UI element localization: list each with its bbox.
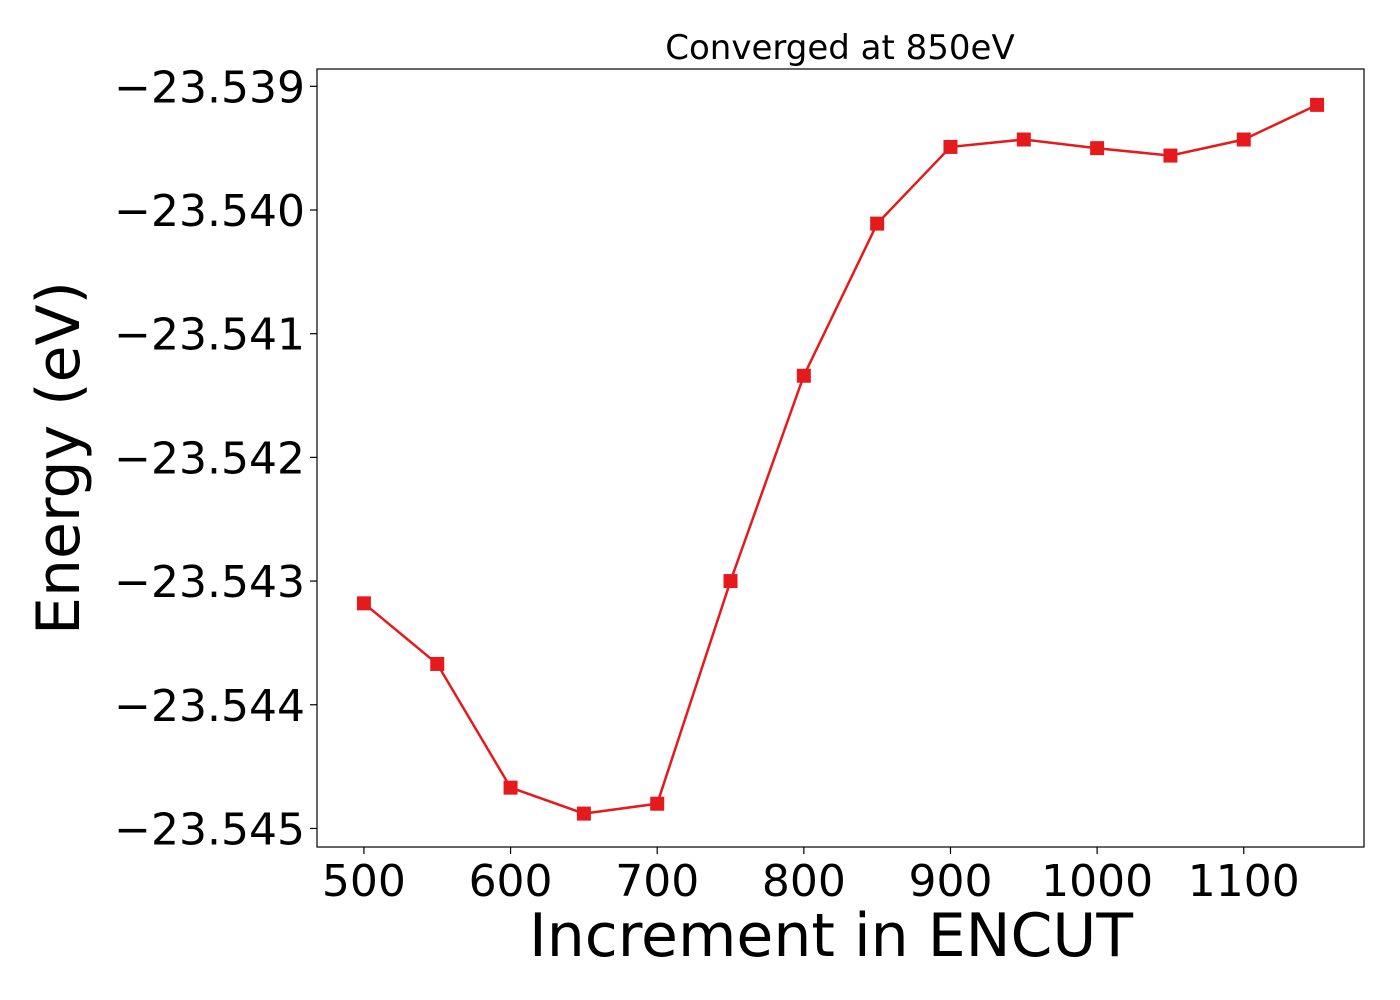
data-point [1310,97,1325,112]
x-tick-label: 1000 [1041,856,1153,907]
x-tick-label: 1100 [1188,856,1300,907]
data-point [1236,132,1251,147]
data-point [1090,141,1105,156]
plot-area: 500 600 700 800 900 1000 1100 −23.539 −23.540 −23… [114,62,1365,907]
data-point [723,574,738,589]
data-point [1016,132,1031,147]
y-tick-label: −23.543 [114,557,305,608]
data-point [650,796,665,811]
series-line [363,103,1318,815]
data-point [1163,148,1178,163]
x-tick-label: 900 [908,856,992,907]
y-tick-label: −23.544 [114,681,305,732]
y-tick-label: −23.540 [114,186,305,237]
x-tick-label: 600 [469,856,553,907]
x-tick-label: 500 [322,856,406,907]
y-axis-label: Energy (eV) [24,281,94,635]
y-tick-label: −23.539 [114,62,305,113]
data-point [503,780,518,795]
data-point [796,368,811,383]
chart-title: Converged at 850eV [665,28,1014,68]
data-point [943,139,958,154]
x-tick-label: 800 [762,856,846,907]
data-point [870,216,885,231]
plot-frame [316,68,1365,848]
data-point [356,596,371,611]
x-tick-label: 700 [615,856,699,907]
y-tick-label: −23.541 [114,310,305,361]
data-point [576,806,591,821]
data-point [430,656,445,671]
x-axis-label: Increment in ENCUT [529,901,1133,971]
y-tick-label: −23.542 [114,433,305,484]
y-tick-label: −23.545 [114,804,305,855]
